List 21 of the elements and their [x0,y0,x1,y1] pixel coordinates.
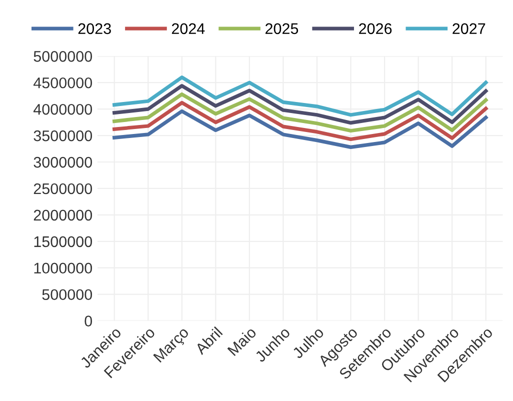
y-tick-label: 1500000 [34,236,92,248]
line-series [112,84,488,125]
y-tick-label: 1000000 [34,262,92,274]
y-tick-label: 4500000 [33,77,92,88]
y-tick-label: 2000000 [34,210,92,221]
y-tick-label: 0 [84,316,92,326]
y-tick-label: 3500000 [34,130,92,142]
legend-label: 2025 [266,23,298,34]
legend-label: 2027 [452,23,486,34]
y-tick-label: 3000000 [34,156,92,168]
legend-label: 2026 [359,23,392,34]
line-series [112,92,488,133]
legend-label: 2024 [172,23,205,34]
legend-label: 2023 [78,23,111,34]
line-series [112,109,488,149]
y-tick-label: 500000 [42,289,92,300]
line-series [112,76,488,117]
y-tick-label: 5000000 [34,51,92,62]
y-tick-label: 2500000 [34,183,92,194]
line-series [112,100,488,142]
y-tick-label: 4000000 [33,104,92,115]
